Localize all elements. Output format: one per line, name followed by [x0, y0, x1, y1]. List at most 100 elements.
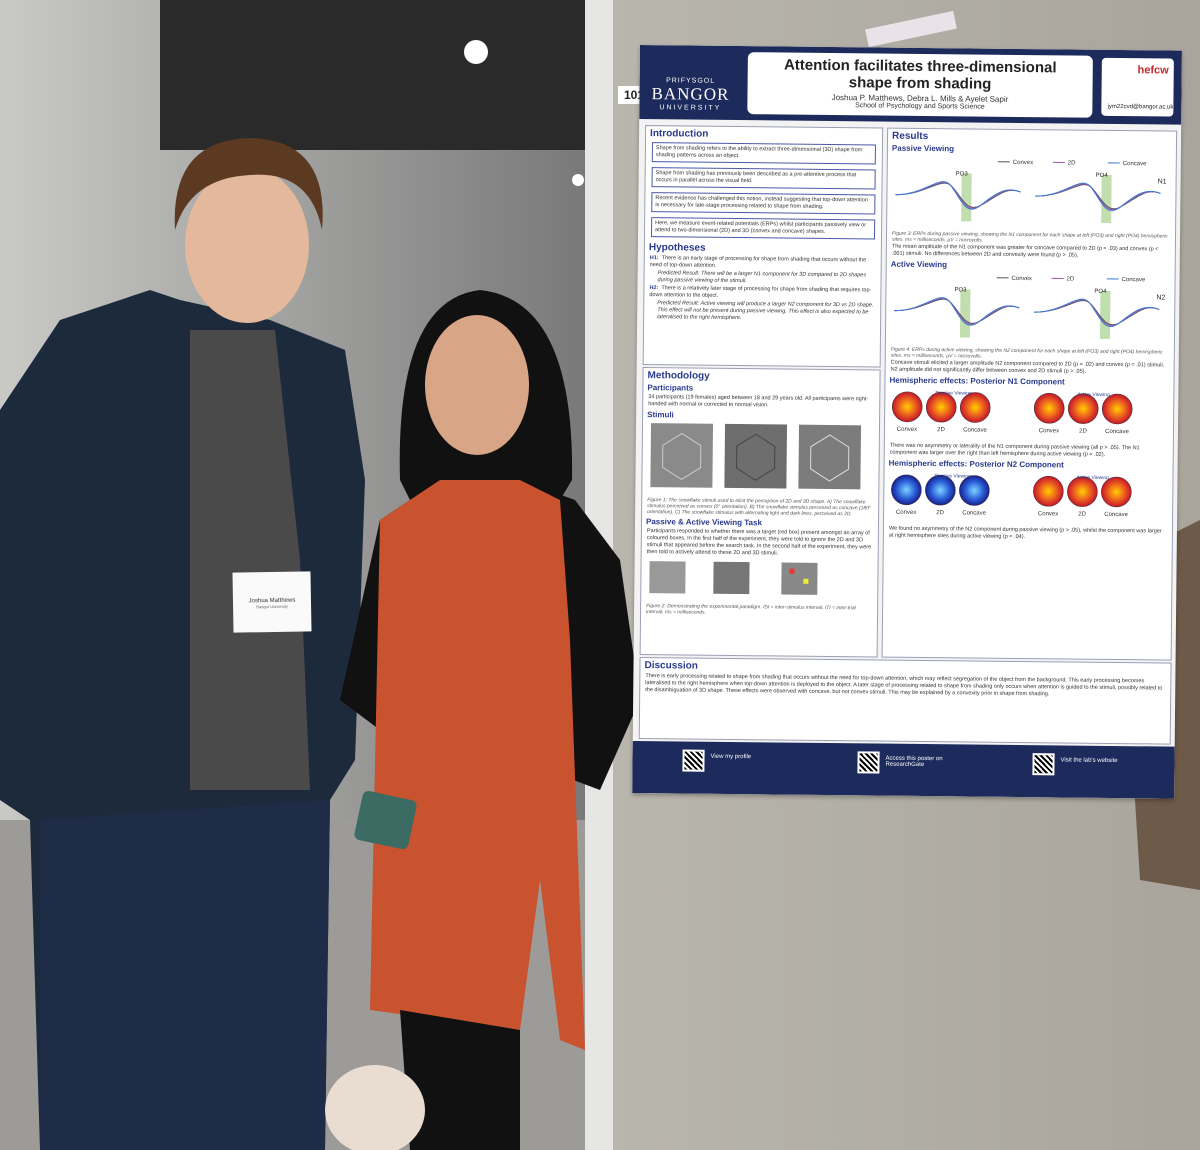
erp-curve [895, 182, 1021, 208]
section-heading: Methodology [647, 370, 710, 382]
hypothesis-text: There is an early stage of processing fo… [649, 255, 867, 269]
component-label: N1 [1158, 178, 1167, 185]
stimulus [798, 424, 862, 490]
name-badge: Joshua Matthews Bangor University [232, 571, 312, 633]
prediction: Predicted Result: There will be a larger… [657, 270, 867, 285]
woman-legs [400, 1010, 520, 1150]
channel-label: PO3 [956, 171, 969, 177]
sub-heading: Stimuli [647, 410, 674, 420]
component-label: N2 [1156, 294, 1165, 301]
frame [781, 562, 818, 595]
sub-heading: Hemispheric effects: Posterior N2 Compon… [888, 458, 1064, 470]
topomap-figure: Convex 2D Concave Convex 2D Concave Passive Vi… [891, 390, 1133, 435]
intro-panel: Introduction Shape from shading refers t… [642, 125, 884, 368]
topomap-label: Concave [963, 427, 987, 433]
topomap-heading: Active Viewing [1077, 392, 1110, 398]
erp-curve [1035, 182, 1161, 212]
section-heading: Hypotheses [648, 242, 706, 254]
channel-label: PO3 [954, 287, 967, 293]
intro-box: Recent evidence has challenged this noti… [651, 192, 876, 215]
erp-curve [1034, 299, 1160, 326]
method-panel: Methodology Participants 34 participants… [639, 367, 881, 658]
hypothesis: H2: There is a relatively later stage of … [649, 285, 875, 301]
topomap-label: 2D [937, 427, 945, 433]
frame [713, 561, 750, 595]
badge-affiliation: Bangor University [256, 603, 288, 610]
topomap-label: Convex [1038, 511, 1058, 517]
logo: PRIFYSGOL BANGOR UNIVERSITY [645, 51, 736, 112]
sub-heading: Passive & Active Viewing Task [645, 517, 762, 528]
snowflake [810, 434, 850, 482]
footer-label: Access this poster on ResearchGate [885, 755, 943, 769]
discussion-panel: Discussion There is early processing rel… [638, 657, 1172, 745]
footer-label: Visit the lab's website [1060, 757, 1118, 765]
snowflake [736, 433, 776, 481]
section-heading: Introduction [650, 128, 709, 140]
erp-curve [1034, 300, 1160, 326]
erp-curve [894, 297, 1020, 326]
results-panel: Results Passive Viewing Convex 2D Concave P… [881, 127, 1178, 661]
topomap [1101, 393, 1133, 425]
legend-label: 2D [1068, 160, 1076, 166]
prediction: Predicted Result: Active viewing will pr… [657, 300, 874, 322]
stimulus [650, 423, 714, 488]
poster-title: Attention facilitates three-dimensional … [783, 56, 1057, 93]
intro-box: Here, we measure event-related potential… [650, 217, 876, 240]
topomap [1067, 393, 1099, 424]
tape [865, 10, 957, 48]
topomap-heading: Passive Viewing [934, 473, 971, 479]
stimuli-figure [650, 423, 862, 490]
ceiling [160, 0, 600, 150]
text: There is early processing related to sha… [645, 673, 1163, 698]
legend-label: Concave [1122, 277, 1146, 283]
intro-box: Shape from shading refers to the ability… [651, 142, 876, 165]
woman-dress [370, 480, 585, 1050]
hypothesis-label: H1: [649, 255, 659, 262]
caption: Figure 2: Demonstrating the experimental… [646, 603, 856, 616]
topomap-figure: Convex 2D Concave Convex 2D Concave Passive Vi… [891, 473, 1132, 518]
topomap-label: 2D [1079, 429, 1087, 435]
distractor [803, 578, 809, 584]
channel-label: PO4 [1094, 289, 1107, 295]
topomap [1033, 476, 1064, 507]
topomap-label: Convex [1039, 428, 1059, 434]
caption: Figure 1: The snowflake stimuli used to … [647, 497, 872, 518]
qr-code [1032, 753, 1055, 776]
funder: hefcw [1137, 64, 1169, 77]
erp-curve [895, 181, 1021, 209]
man-jeans [40, 800, 330, 1150]
erp-figure: Convex 2D Concave PO3 PO4 N2 [894, 276, 1165, 339]
topomap-label: 2D [1078, 512, 1086, 518]
erp-curve [894, 298, 1020, 324]
erp-curve [1034, 298, 1160, 328]
logo-sub: UNIVERSITY [659, 104, 722, 112]
topomap-label: Convex [897, 427, 917, 433]
target [789, 568, 795, 574]
topomap [959, 392, 991, 423]
topomap [1067, 476, 1098, 507]
intro-box: Shape from shading has previously been d… [651, 167, 876, 190]
sub-heading: Active Viewing [890, 259, 948, 270]
intro-boxes: Shape from shading refers to the ability… [645, 142, 882, 240]
erp-curve [894, 297, 1020, 325]
woman-face [425, 315, 529, 455]
text: There was no asymmetry or laterality of … [889, 442, 1140, 458]
topomap [959, 475, 990, 506]
qr-code [857, 751, 880, 774]
man-hair [174, 138, 323, 230]
poster-footer: View my profile Access this poster on Res… [632, 740, 1175, 799]
ceiling-light [464, 40, 488, 64]
paradigm-figure [649, 561, 818, 595]
legend-label: Convex [1012, 276, 1032, 282]
phone [354, 791, 417, 850]
email: jym22cvd@bangor.ac.uk [1107, 103, 1174, 111]
title-box: Attention facilitates three-dimensional … [747, 52, 1093, 118]
text: Participants responded to whether there … [646, 528, 872, 557]
stimulus [724, 423, 788, 489]
topomap-label: Concave [1104, 512, 1128, 518]
topomap-label: Convex [896, 510, 916, 516]
hypotheses: H1: There is an early stage of processing… [644, 255, 881, 323]
erp-curve [895, 181, 1021, 210]
erp-figure: Convex 2D Concave PO3 PO4 N1 [895, 160, 1167, 223]
topomap-heading: Active Viewing [1076, 475, 1109, 481]
